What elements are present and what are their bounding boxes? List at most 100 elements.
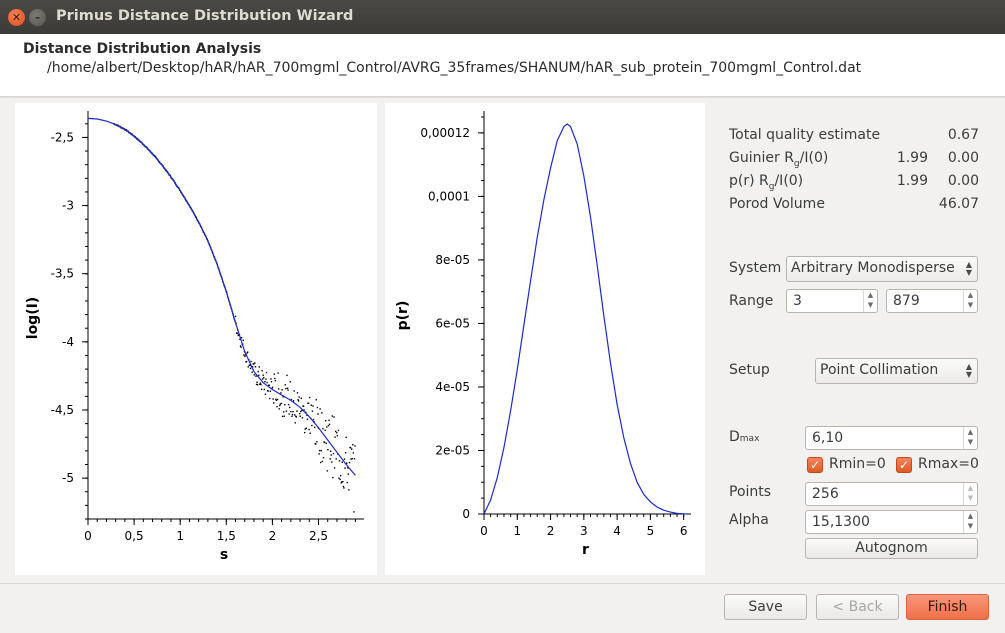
finish-button[interactable]: Finish [906,594,989,620]
scattering-plot[interactable]: 0 0,5 1 1,5 2 2,5 -2,5 -3 -3,5 -4 -4,5 -5 s log(I) [15,103,377,575]
scattering-plot-panel[interactable]: 0 0,5 1 1,5 2 2,5 -2,5 -3 -3,5 -4 -4,5 -5 s log(I) [15,103,377,575]
y-axis-label: p(r) [395,301,411,331]
data-point [339,474,342,477]
points-spinbox[interactable]: 256 ▲ ▼ [805,482,978,506]
pr-i0-value: 0.00 [947,173,979,189]
data-point [278,408,280,410]
data-point [329,458,331,460]
data-point [300,410,302,413]
alpha-spinbox[interactable]: 15,1300 ▲ ▼ [805,510,978,534]
data-point [312,418,315,421]
data-point [270,378,272,380]
checkmark-icon: ✓ [898,458,910,472]
close-window-button[interactable]: ✕ [8,9,25,26]
spin-arrows-icon[interactable]: ▲ ▼ [963,483,977,505]
data-point [281,389,283,391]
data-point [308,428,310,431]
window-title: Primus Distance Distribution Wizard [56,8,354,24]
data-point [253,374,256,376]
data-point [251,371,253,373]
x-tick-label: 5 [647,524,655,538]
back-button[interactable]: < Back [816,594,899,620]
save-button[interactable]: Save [724,594,807,620]
data-point [284,403,286,406]
title-bar[interactable]: ✕ – Primus Distance Distribution Wizard [0,0,1005,34]
data-point [294,414,296,416]
range-min-spinbox[interactable]: 3 ▲ ▼ [786,289,878,313]
distance-distribution-plot[interactable]: 0 1 2 3 4 5 6 0 2e-05 4e-05 6e-05 8e-05 0,0001 0,0001… [385,103,705,575]
data-point [242,339,244,341]
autognom-button[interactable]: Autognom [805,538,978,559]
spin-arrows-icon[interactable]: ▲ ▼ [963,511,977,533]
updown-arrows-icon: ▲ ▼ [965,260,972,277]
data-point [291,413,294,416]
data-point [331,415,334,417]
data-point [250,360,252,363]
y-tick-label: 6e-05 [435,316,470,330]
footer-divider [0,583,1005,584]
data-point [291,415,293,417]
data-point [245,360,248,363]
data-point [262,374,264,376]
data-point [255,383,258,386]
x-tick-label: 2 [269,529,277,543]
dmax-spinbox[interactable]: 6,10 ▲ ▼ [805,426,978,450]
y-tick-label: -3 [62,199,74,213]
data-point [261,370,263,372]
data-point [338,477,340,479]
data-point [303,409,305,411]
total-quality-value: 0.67 [947,127,979,143]
porod-volume-value: 46.07 [938,196,979,212]
data-point [345,436,347,439]
x-axis-label: s [220,547,228,563]
minimize-window-button[interactable]: – [29,9,46,26]
y-tick-label: 0,0001 [428,189,470,203]
data-point [251,366,254,368]
rmax-checkbox[interactable]: ✓ [896,457,912,473]
data-point [313,426,316,429]
data-point [346,462,348,464]
fit-line [87,117,356,476]
data-point [340,482,342,484]
range-max-spinbox[interactable]: 879 ▲ ▼ [886,289,978,313]
pr-label-sub: g [768,181,775,192]
y-tick-label: -4 [62,335,74,349]
data-point [244,354,247,356]
x-tick-label: 1 [513,524,521,538]
data-point [288,413,290,415]
data-point [325,420,327,422]
spin-arrows-icon[interactable]: ▲ ▼ [963,427,977,449]
data-point [260,388,263,391]
data-point [236,332,238,335]
spin-arrows-icon[interactable]: ▲ ▼ [963,290,977,312]
rmin-label[interactable]: Rmin=0 [829,456,886,472]
rmax-label[interactable]: Rmax=0 [918,456,979,472]
dmax-label-sub: max [739,434,760,444]
data-point [349,446,352,449]
data-point [306,418,309,420]
page-title: Distance Distribution Analysis [23,41,262,57]
data-point [348,461,351,464]
data-point [322,457,325,459]
data-point [331,461,333,463]
data-point [321,412,323,414]
rmin-checkbox[interactable]: ✓ [807,457,823,473]
data-point [244,355,246,358]
spin-arrows-icon[interactable]: ▲ ▼ [863,290,877,312]
data-point [336,432,338,434]
system-select-value: Arbitrary Monodisperse [791,260,955,276]
data-point [342,481,344,483]
updown-arrows-icon: ▲ ▼ [965,362,972,379]
data-point [307,402,310,404]
data-point [353,511,355,513]
data-point [280,392,282,394]
data-point [298,412,301,415]
y-tick-label: -2,5 [51,130,74,144]
y-axis-label: log(I) [25,297,41,339]
system-select[interactable]: Arbitrary Monodisperse ▲ ▼ [786,256,978,282]
data-point [264,380,266,383]
data-point [330,454,332,456]
setup-select[interactable]: Point Collimation ▲ ▼ [815,358,978,384]
data-point [265,371,268,374]
distance-distribution-plot-panel[interactable]: 0 1 2 3 4 5 6 0 2e-05 4e-05 6e-05 8e-05 0,0001 0,0001… [385,103,705,575]
